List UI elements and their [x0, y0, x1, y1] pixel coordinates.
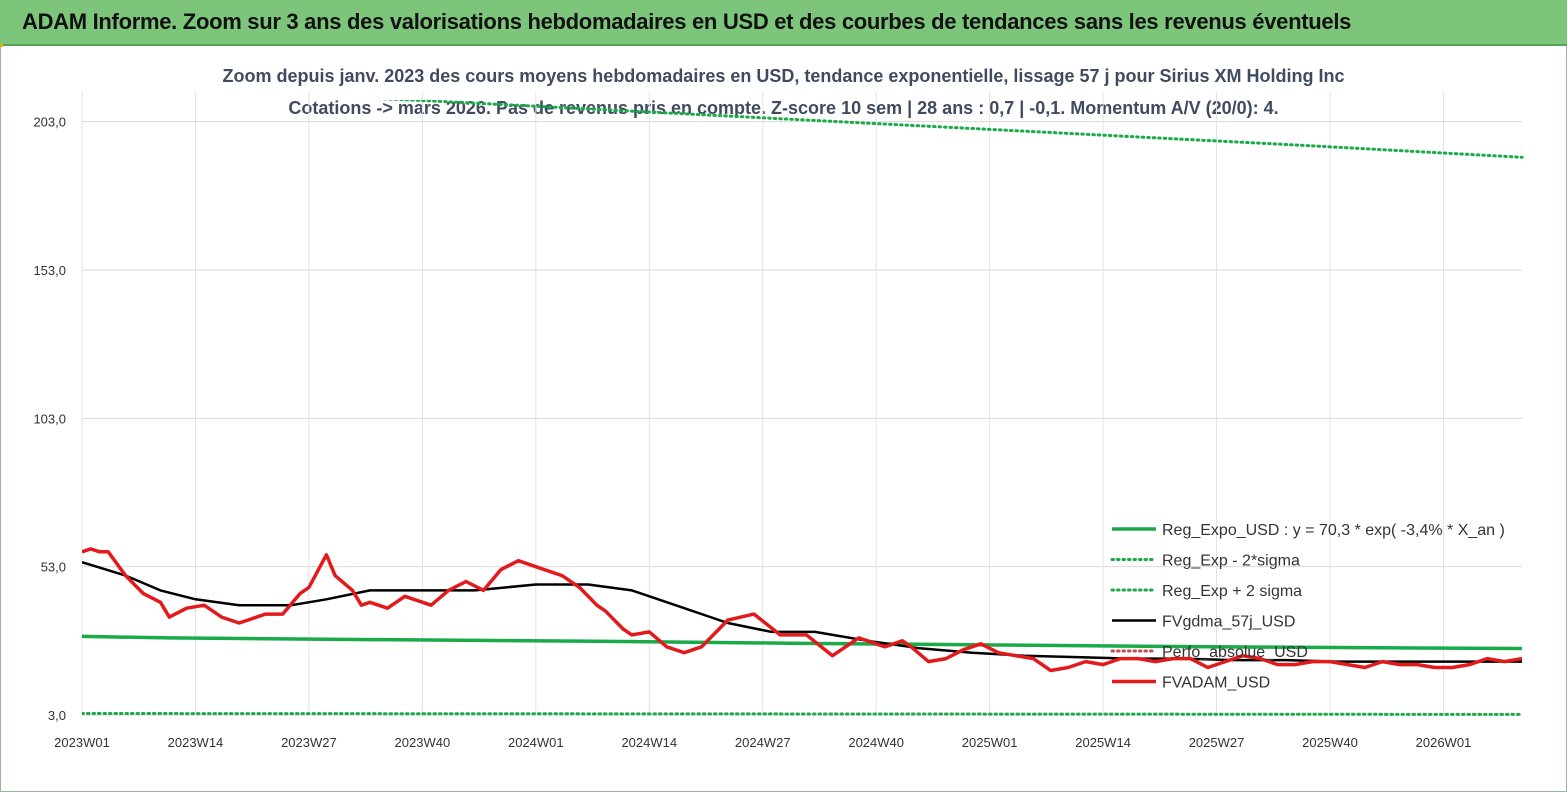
title-banner: ADAM Informe. Zoom sur 3 ans des valoris…	[0, 0, 1567, 46]
report-title: ADAM Informe. Zoom sur 3 ans des valoris…	[22, 9, 1352, 34]
chart-title: Zoom depuis janv. 2023 des cours moyens …	[222, 66, 1345, 86]
legend: Reg_Expo_USD : y = 70,3 * exp( -3,4% * X…	[1110, 522, 1505, 692]
series-line-1	[82, 712, 1524, 716]
x-tick-label: 2025W14	[1075, 735, 1131, 750]
x-axis-ticks: 2023W01 2023W14 2023W27 2023W40 2024W01 2024W…	[54, 735, 1471, 750]
series-line-2	[376, 100, 1524, 159]
legend-label: Perfo_absolue_USD	[1162, 644, 1308, 661]
y-tick-label: 153,0	[33, 263, 66, 278]
series-lines	[82, 100, 1524, 716]
x-tick-label: 2024W14	[621, 735, 677, 750]
series-line-5	[82, 547, 1523, 673]
legend-label: Reg_Expo_USD : y = 70,3 * exp( -3,4% * X…	[1162, 522, 1505, 539]
legend-label: Reg_Exp - 2*sigma	[1162, 553, 1300, 570]
x-tick-label: 2024W40	[848, 735, 904, 750]
legend-label: Reg_Exp + 2 sigma	[1162, 583, 1302, 600]
x-tick-label: 2025W01	[962, 735, 1018, 750]
grid-lines	[81, 92, 1522, 716]
series-line-0	[82, 634, 1523, 651]
corner-accent	[0, 44, 3, 47]
legend-label: FVADAM_USD	[1162, 675, 1270, 692]
y-tick-label: 53,0	[41, 560, 66, 575]
x-tick-label: 2024W27	[735, 735, 791, 750]
x-tick-label: 2023W01	[54, 735, 110, 750]
x-tick-label: 2023W14	[168, 735, 224, 750]
y-tick-label: 203,0	[33, 115, 66, 130]
legend-label: FVgdma_57j_USD	[1162, 614, 1295, 631]
x-tick-label: 2023W27	[281, 735, 337, 750]
y-tick-label: 103,0	[33, 411, 66, 426]
x-tick-label: 2025W27	[1189, 735, 1245, 750]
x-tick-label: 2023W40	[395, 735, 451, 750]
x-tick-label: 2024W01	[508, 735, 564, 750]
y-tick-label: 3,0	[48, 708, 66, 723]
x-tick-label: 2025W40	[1302, 735, 1358, 750]
y-axis-ticks: 203,0 153,0 103,0 53,0 3,0	[33, 115, 66, 723]
x-tick-label: 2026W01	[1416, 735, 1472, 750]
series-line-3	[82, 561, 1522, 663]
